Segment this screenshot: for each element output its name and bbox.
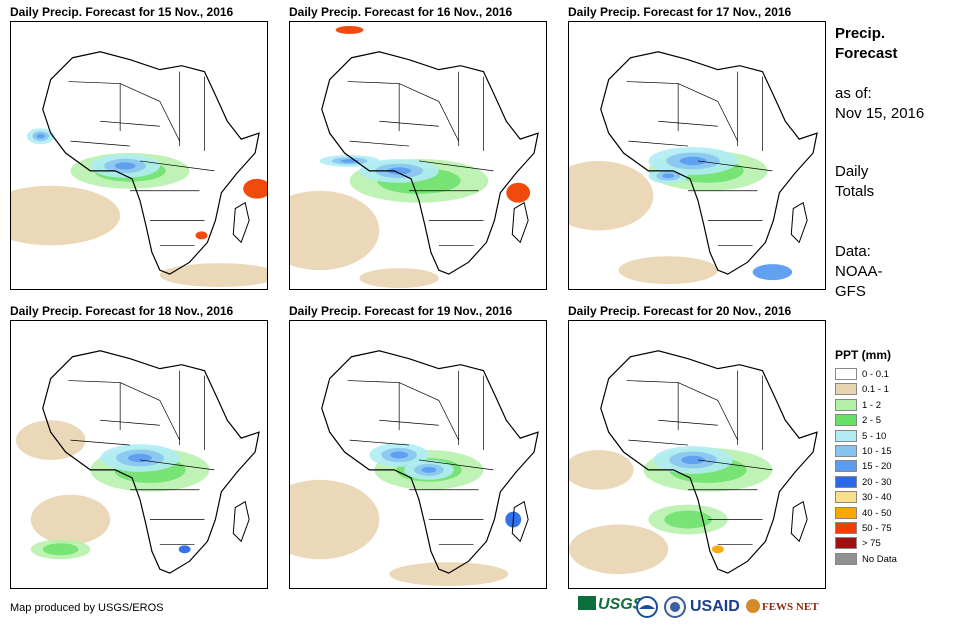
legend-item: 20 - 30 <box>835 475 915 490</box>
forecast-map-4 <box>10 320 268 589</box>
legend-swatch <box>835 444 857 457</box>
legend-item: 2 - 5 <box>835 413 915 428</box>
legend-item: 0 - 0.1 <box>835 367 915 382</box>
sidebar-asof: as of: Nov 15, 2016 <box>835 85 925 122</box>
legend-swatch <box>835 552 857 565</box>
legend-swatch <box>835 491 857 504</box>
legend-swatch <box>835 368 857 380</box>
legend-label: 10 - 15 <box>862 445 892 457</box>
forecast-map-1 <box>10 21 268 290</box>
legend-title: PPT (mm) <box>835 348 892 362</box>
legend-item: > 75 <box>835 536 915 551</box>
legend-swatch <box>835 537 857 550</box>
legend-item: 50 - 75 <box>835 521 915 536</box>
legend-label: 5 - 10 <box>862 430 887 442</box>
legend-label: 0 - 0.1 <box>862 369 889 380</box>
legend-swatch <box>835 460 857 473</box>
panel-title-6: Daily Precip. Forecast for 20 Nov., 2016 <box>568 304 792 318</box>
sidebar-totals: Daily Totals <box>835 163 875 200</box>
legend-item: 10 - 15 <box>835 444 915 459</box>
panel-title-3: Daily Precip. Forecast for 17 Nov., 2016 <box>568 5 792 19</box>
legend-label: 15 - 20 <box>862 461 892 473</box>
legend-swatch <box>835 414 857 427</box>
legend-swatch <box>835 475 857 488</box>
legend-label: No Data <box>862 553 897 565</box>
map-drawing <box>290 350 539 587</box>
legend-swatch <box>835 429 857 442</box>
map-drawing <box>569 350 818 575</box>
panel-title-1: Daily Precip. Forecast for 15 Nov., 2016 <box>10 5 234 19</box>
legend-label: 1 - 2 <box>862 399 882 411</box>
legend-swatch <box>835 383 857 396</box>
legend: 0 - 0.1 0.1 - 1 1 - 2 2 - 5 5 - 10 10 - 15 15 … <box>835 367 915 567</box>
legend-item: 15 - 20 <box>835 459 915 474</box>
panel-title-4: Daily Precip. Forecast for 18 Nov., 2016 <box>10 304 234 318</box>
dhs-seal <box>664 596 686 623</box>
legend-item: No Data <box>835 552 915 567</box>
forecast-map-6 <box>568 320 826 589</box>
legend-item: 1 - 2 <box>835 398 915 413</box>
map-credit: Map produced by USGS/EROS <box>10 602 164 614</box>
sidebar-data-source: Data: NOAA- GFS <box>835 243 883 300</box>
legend-item: 0.1 - 1 <box>835 382 915 397</box>
legend-swatch <box>835 398 857 411</box>
forecast-map-2 <box>289 21 547 290</box>
map-drawing <box>290 25 539 289</box>
legend-item: 40 - 50 <box>835 506 915 521</box>
panel-title-2: Daily Precip. Forecast for 16 Nov., 2016 <box>289 5 513 19</box>
forecast-map-5 <box>289 320 547 589</box>
legend-item: 30 - 40 <box>835 490 915 505</box>
legend-swatch <box>835 521 857 534</box>
legend-label: 2 - 5 <box>862 415 882 427</box>
legend-swatch <box>835 506 857 519</box>
forecast-map-3 <box>568 21 826 290</box>
legend-item: 5 - 10 <box>835 429 915 444</box>
map-drawing <box>11 51 267 288</box>
legend-label: 50 - 75 <box>862 522 892 534</box>
noaa-logo <box>636 596 658 623</box>
legend-label: 30 - 40 <box>862 492 892 504</box>
legend-label: 40 - 50 <box>862 507 892 519</box>
sidebar-title: Precip. Forecast <box>835 25 898 62</box>
map-drawing <box>15 350 260 574</box>
legend-label: 0.1 - 1 <box>862 384 889 396</box>
usgs-logo: USGS <box>578 596 643 614</box>
panel-title-5: Daily Precip. Forecast for 19 Nov., 2016 <box>289 304 513 318</box>
map-drawing <box>569 51 818 285</box>
legend-label: 20 - 30 <box>862 476 892 488</box>
legend-label: > 75 <box>862 538 881 550</box>
usaid-logo: USAID <box>690 598 740 615</box>
fewsnet-logo: FEWS NET <box>746 599 819 613</box>
